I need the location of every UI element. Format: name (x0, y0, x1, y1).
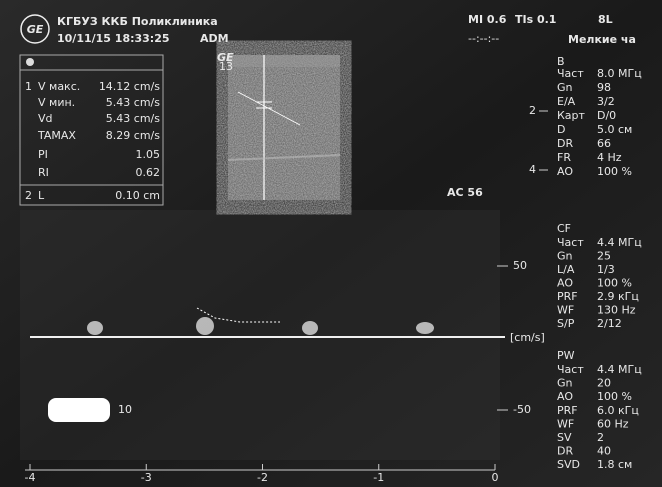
setting-value: 40 (597, 445, 611, 458)
setting-label: WF (557, 304, 574, 317)
setting-label: Част (557, 236, 584, 249)
measurement-label: V макс. (38, 80, 80, 93)
timer: --:--:-- (468, 32, 499, 45)
measurement-value: 5.43 cm/s (106, 96, 160, 109)
setting-value: 25 (597, 250, 611, 263)
velocity-top: 50 (513, 259, 527, 272)
ultrasound-screen: КГБУЗ ККБ Поликлиника 10/11/15 18:33:25 AD… (0, 0, 662, 487)
doppler-area (20, 210, 500, 460)
setting-label: D (557, 123, 565, 136)
mask-blob (48, 398, 110, 422)
setting-label: E/A (557, 95, 576, 108)
measurement-label: L (38, 189, 45, 202)
setting-value: 130 Hz (597, 304, 636, 317)
probe: 8L (598, 13, 613, 26)
setting-label: WF (557, 417, 574, 430)
settings-title: CF (557, 222, 571, 235)
setting-label: DR (557, 445, 573, 458)
setting-value: 8.0 МГц (597, 67, 642, 80)
setting-value: 4.4 МГц (597, 236, 642, 249)
setting-label: Gn (557, 250, 573, 263)
measurement-index: 2 (25, 189, 32, 202)
setting-value: 2/12 (597, 317, 622, 330)
waveform-peak (196, 317, 214, 335)
setting-label: PRF (557, 290, 578, 303)
mi: MI 0.6 (468, 13, 507, 26)
setting-label: Gn (557, 377, 573, 390)
setting-value: 4 Hz (597, 151, 622, 164)
waveform-peak (416, 322, 434, 334)
setting-label: Част (557, 67, 584, 80)
measurement-label: RI (38, 166, 49, 179)
operator: ADM (200, 32, 229, 45)
setting-label: Карт (557, 109, 586, 122)
velocity-unit: [cm/s] (510, 331, 545, 344)
measurement-index: 1 (25, 80, 32, 93)
probe-code: 13 (219, 60, 233, 73)
setting-value: 100 % (597, 165, 632, 178)
institution: КГБУЗ ККБ Поликлиника (57, 15, 218, 28)
image-annotation: AC 56 (447, 186, 483, 199)
datetime: 10/11/15 18:33:25 (57, 32, 170, 45)
setting-value: 2.9 кГц (597, 290, 639, 303)
setting-label: L/A (557, 263, 575, 276)
setting-label: AO (557, 277, 573, 290)
measurement-value: 1.05 (136, 148, 161, 161)
setting-label: PRF (557, 404, 578, 417)
measurement-label: PI (38, 148, 48, 161)
setting-value: 1.8 см (597, 458, 632, 471)
time-label: -2 (257, 471, 268, 484)
measurement-label: TAMAX (37, 129, 76, 142)
setting-value: 5.0 см (597, 123, 632, 136)
time-label: 0 (492, 471, 499, 484)
setting-label: AO (557, 390, 573, 403)
measurement-value: 8.29 cm/s (106, 129, 160, 142)
setting-value: 66 (597, 137, 611, 150)
depth-label: 4 (529, 163, 536, 176)
measurement-value: 0.62 (136, 166, 161, 179)
time-label: -4 (25, 471, 36, 484)
time-label: -3 (141, 471, 152, 484)
measurement-label: V мин. (38, 96, 75, 109)
setting-label: SVD (557, 458, 580, 471)
measurement-value: 0.10 cm (115, 189, 160, 202)
waveform-peak (87, 321, 103, 335)
measurement-value: 14.12 cm/s (99, 80, 160, 93)
setting-value: 2 (597, 431, 604, 444)
b-mode-texture (228, 55, 340, 200)
setting-label: FR (557, 151, 571, 164)
masked-label: 10 (118, 403, 132, 416)
settings-title: PW (557, 349, 575, 362)
time-label: -1 (373, 471, 384, 484)
setting-value: 6.0 кГц (597, 404, 639, 417)
measurement-label: Vd (38, 112, 53, 125)
skin-layer (228, 55, 340, 67)
setting-value: 100 % (597, 277, 632, 290)
setting-value: 1/3 (597, 263, 615, 276)
velocity-bottom: -50 (513, 403, 531, 416)
setting-label: DR (557, 137, 573, 150)
b-mode-image (228, 55, 340, 200)
logo: GE (27, 23, 44, 36)
setting-label: AO (557, 165, 573, 178)
setting-label: Част (557, 363, 584, 376)
setting-label: SV (557, 431, 572, 444)
measurement-value: 5.43 cm/s (106, 112, 160, 125)
preset: Мелкие ча (568, 33, 636, 46)
setting-value: 20 (597, 377, 611, 390)
setting-value: 3/2 (597, 95, 615, 108)
setting-value: 60 Hz (597, 417, 629, 430)
setting-value: 98 (597, 81, 611, 94)
waveform-peak (302, 321, 318, 335)
depth-label: 2 (529, 104, 536, 117)
setting-label: S/P (557, 317, 575, 330)
setting-value: 4.4 МГц (597, 363, 642, 376)
setting-label: Gn (557, 81, 573, 94)
record-icon (26, 58, 34, 66)
setting-value: 100 % (597, 390, 632, 403)
setting-value: D/0 (597, 109, 616, 122)
tis: TIs 0.1 (515, 13, 556, 26)
